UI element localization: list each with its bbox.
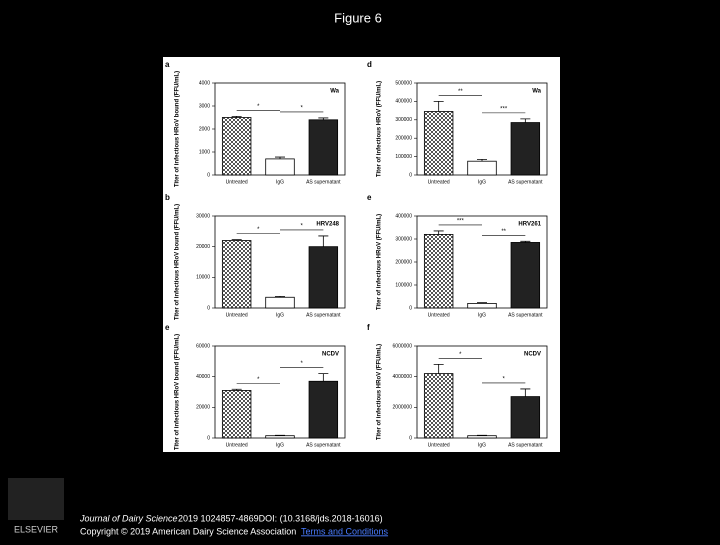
panel-letter: e [165, 323, 170, 332]
bar [222, 241, 251, 308]
y-tick-label: 300000 [395, 236, 412, 242]
significance-label: *** [500, 106, 508, 112]
copyright: Copyright © 2019 American Dairy Science … [80, 526, 296, 536]
y-tick-label: 60000 [196, 343, 210, 349]
x-tick-label: AS supernatant [508, 442, 543, 448]
bar [511, 397, 540, 438]
x-tick-label: IgG [478, 442, 486, 448]
y-tick-label: 0 [207, 172, 210, 178]
y-axis-label: Titer of infectious HRoV (FFU/mL) [377, 214, 383, 310]
y-tick-label: 4000000 [393, 374, 413, 380]
panel-title: Wa [330, 89, 339, 95]
bar [222, 390, 251, 438]
y-tick-label: 100000 [395, 282, 412, 288]
y-tick-label: 20000 [196, 244, 210, 250]
bar [424, 374, 453, 438]
bar [266, 297, 295, 308]
logo-image [8, 478, 64, 520]
x-tick-label: Untreated [226, 312, 248, 318]
x-tick-label: AS supernatant [306, 179, 341, 185]
y-tick-label: 500000 [395, 80, 412, 86]
x-tick-label: Untreated [226, 442, 248, 448]
x-tick-label: IgG [276, 179, 284, 185]
panel-letter: a [165, 60, 170, 69]
y-tick-label: 10000 [196, 275, 210, 281]
y-tick-label: 0 [409, 172, 412, 178]
panel-letter: e [367, 193, 372, 202]
y-tick-label: 0 [409, 305, 412, 311]
bar [511, 123, 540, 175]
panel-title: HRV261 [518, 222, 541, 228]
y-tick-label: 4000 [199, 80, 210, 86]
journal: Journal of Dairy Science [79, 513, 178, 523]
y-tick-label: 0 [409, 435, 412, 441]
bar [468, 436, 497, 438]
citation: 2019 1024857-4869DOI: (10.3168/jds.2018-… [178, 513, 383, 523]
bar [266, 159, 295, 175]
y-axis-label: Titer of infectious HRoV bound (FFU/mL) [175, 334, 181, 450]
panel-title: Wa [532, 89, 541, 95]
y-tick-label: 6000000 [393, 343, 413, 349]
panel-title: NCDV [322, 352, 339, 358]
y-tick-label: 0 [207, 435, 210, 441]
y-axis-label: Titer of infectious HRoV (FFU/mL) [377, 344, 383, 440]
x-tick-label: Untreated [428, 179, 450, 185]
terms-link[interactable]: Terms and Conditions [301, 526, 389, 536]
panel-letter: b [165, 193, 170, 202]
bar [511, 242, 540, 308]
panel-title: NCDV [524, 352, 541, 358]
bar [424, 234, 453, 308]
panel-letter: d [367, 60, 372, 69]
x-tick-label: IgG [478, 179, 486, 185]
y-tick-label: 20000 [196, 405, 210, 411]
bar [222, 118, 251, 176]
x-tick-label: AS supernatant [508, 179, 543, 185]
y-tick-label: 100000 [395, 154, 412, 160]
y-tick-label: 200000 [395, 259, 412, 265]
y-tick-label: 3000 [199, 103, 210, 109]
x-tick-label: AS supernatant [306, 312, 341, 318]
bar [424, 112, 453, 175]
significance-label: *** [457, 219, 465, 225]
y-axis-label: Titer of infectious HRoV bound (FFU/mL) [175, 204, 181, 320]
x-tick-label: IgG [276, 312, 284, 318]
y-axis-label: Titer of infectious HRoV (FFU/mL) [377, 81, 383, 177]
y-tick-label: 2000000 [393, 405, 413, 411]
significance-label: ** [458, 89, 463, 95]
x-tick-label: IgG [276, 442, 284, 448]
bar [309, 247, 338, 308]
panel-title: HRV248 [316, 222, 339, 228]
y-tick-label: 1000 [199, 149, 210, 155]
bar [468, 161, 497, 175]
x-tick-label: IgG [478, 312, 486, 318]
y-tick-label: 400000 [395, 99, 412, 105]
y-tick-label: 200000 [395, 136, 412, 142]
bar [309, 381, 338, 438]
x-tick-label: Untreated [428, 442, 450, 448]
panel-letter: f [367, 323, 370, 332]
y-tick-label: 0 [207, 305, 210, 311]
y-tick-label: 400000 [395, 213, 412, 219]
x-tick-label: AS supernatant [306, 442, 341, 448]
logo-text: ELSEVIER [14, 524, 59, 534]
y-tick-label: 2000 [199, 126, 210, 132]
slide-title: Figure 6 [334, 10, 382, 25]
y-tick-label: 40000 [196, 374, 210, 380]
bar [309, 120, 338, 175]
x-tick-label: Untreated [428, 312, 450, 318]
x-tick-label: AS supernatant [508, 312, 543, 318]
x-tick-label: Untreated [226, 179, 248, 185]
y-axis-label: Titer of infectious HRoV bound (FFU/mL) [175, 71, 181, 187]
bar [266, 436, 295, 438]
y-tick-label: 300000 [395, 117, 412, 123]
y-tick-label: 30000 [196, 213, 210, 219]
significance-label: ** [501, 229, 506, 235]
bar [468, 303, 497, 308]
